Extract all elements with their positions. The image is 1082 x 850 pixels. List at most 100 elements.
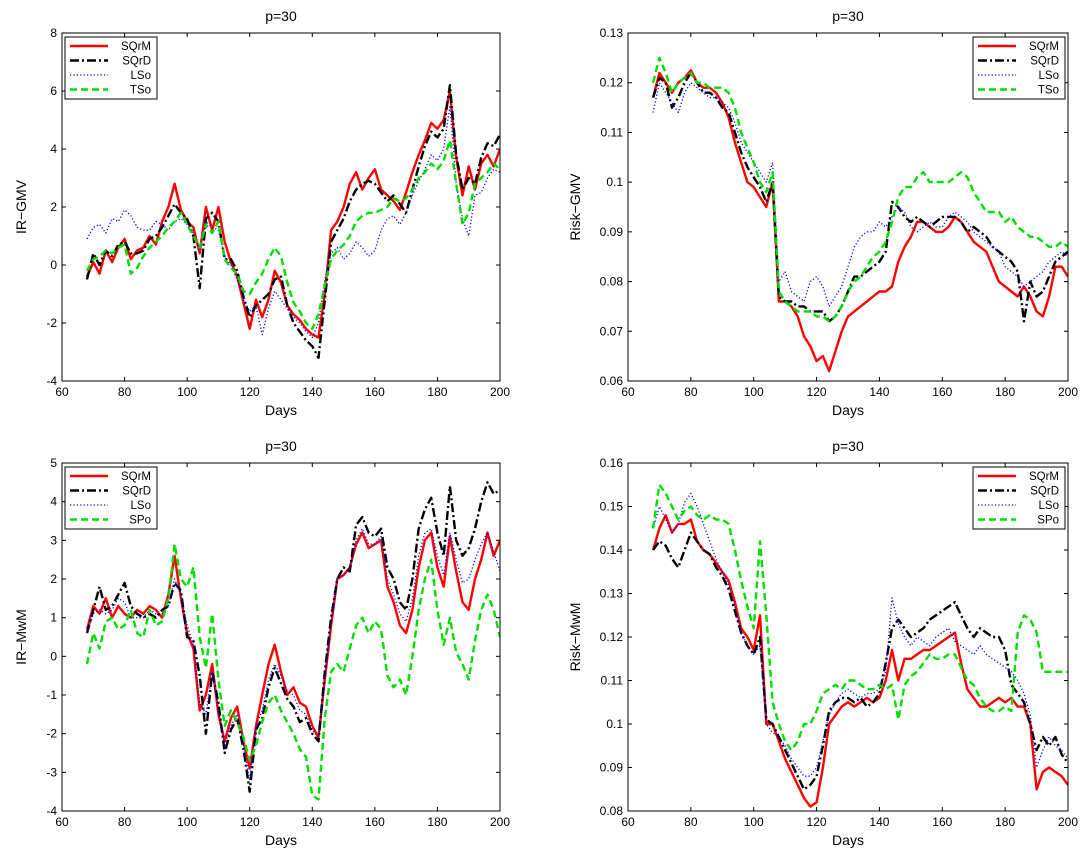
legend-label: LSo bbox=[1039, 70, 1059, 82]
legend-box bbox=[64, 36, 158, 100]
legend-label: SQrD bbox=[1030, 56, 1059, 68]
legend-box bbox=[972, 466, 1066, 530]
y-tick-label: 0.1 bbox=[606, 717, 623, 731]
series-line-sqrd bbox=[85, 83, 500, 359]
series-line-sqrd bbox=[85, 481, 500, 793]
x-axis-label: Days bbox=[265, 402, 297, 418]
y-tick-label: 8 bbox=[50, 26, 57, 40]
chart-title: p=30 bbox=[265, 438, 297, 454]
x-tick-label: 80 bbox=[684, 815, 698, 829]
chart-title: p=30 bbox=[265, 8, 297, 24]
series-line-sqrd bbox=[651, 71, 1068, 323]
chart-panel-2: 60 80 100 120 140 160 180 200 0.06 0.07 0.08 0.09 0.… bbox=[567, 8, 1078, 418]
plot-frame bbox=[61, 462, 501, 812]
y-tick-label: 0.12 bbox=[600, 76, 624, 90]
y-tick-label: 0.06 bbox=[600, 374, 624, 388]
x-tick-label: 60 bbox=[55, 815, 69, 829]
x-tick-label: 100 bbox=[744, 815, 764, 829]
x-axis-label: Days bbox=[832, 832, 864, 848]
chart-title: p=30 bbox=[832, 8, 864, 24]
chart-panel-1: 60 80 100 120 140 160 180 200 -4 -2 0 2 4 6 8 p=30 Days I… bbox=[13, 8, 510, 418]
series-line-spo bbox=[651, 483, 1068, 752]
legend-label: SQrM bbox=[121, 471, 151, 483]
y-axis-label: Risk−MwM bbox=[567, 603, 583, 672]
series-line-spo bbox=[85, 543, 500, 801]
series-line-lso bbox=[86, 528, 500, 781]
x-tick-label: 160 bbox=[932, 385, 952, 399]
legend-label: SQrD bbox=[122, 56, 151, 68]
x-axis-label: Days bbox=[832, 402, 864, 418]
x-tick-label: 180 bbox=[427, 385, 447, 399]
chart-panel-3: 60 80 100 120 140 160 180 200 -4 -3 -2 -1 0 1 2 3 4 5 p=30… bbox=[13, 438, 510, 848]
y-axis-label: IR−GMV bbox=[13, 179, 29, 234]
y-tick-label: 2 bbox=[50, 572, 57, 586]
x-tick-label: 140 bbox=[302, 815, 322, 829]
y-tick-label: 0 bbox=[50, 649, 57, 663]
plot-frame bbox=[627, 32, 1069, 382]
series-line-tso bbox=[651, 56, 1068, 323]
y-tick-label: 3 bbox=[50, 533, 57, 547]
y-tick-label: 0.09 bbox=[600, 225, 624, 239]
series-line-sqrm bbox=[85, 89, 500, 339]
legend-label: LSo bbox=[1039, 500, 1059, 512]
legend-label: SPo bbox=[129, 515, 151, 527]
x-tick-label: 100 bbox=[177, 385, 197, 399]
x-tick-label: 200 bbox=[490, 815, 510, 829]
y-tick-label: 1 bbox=[50, 611, 57, 625]
series-line-lso bbox=[652, 82, 1068, 308]
y-tick-label: 0.1 bbox=[606, 175, 623, 189]
x-tick-label: 140 bbox=[869, 385, 889, 399]
y-tick-label: 0.11 bbox=[601, 125, 624, 139]
legend: SQrM SQrD LSo TSo bbox=[972, 36, 1066, 100]
x-tick-label: 120 bbox=[807, 815, 827, 829]
y-tick-label: 4 bbox=[50, 495, 57, 509]
x-tick-label: 160 bbox=[365, 815, 385, 829]
x-tick-label: 120 bbox=[240, 815, 260, 829]
legend-label: SQrM bbox=[121, 41, 151, 53]
x-tick-label: 160 bbox=[365, 385, 385, 399]
x-tick-label: 160 bbox=[932, 815, 952, 829]
x-tick-label: 140 bbox=[302, 385, 322, 399]
x-tick-label: 60 bbox=[621, 815, 635, 829]
x-tick-label: 200 bbox=[490, 385, 510, 399]
y-tick-label: -1 bbox=[46, 688, 57, 702]
y-tick-label: 0.14 bbox=[600, 543, 624, 557]
legend: SQrM SQrD LSo SPo bbox=[64, 466, 158, 530]
x-tick-label: 140 bbox=[869, 815, 889, 829]
x-tick-label: 60 bbox=[55, 385, 69, 399]
legend: SQrM SQrD LSo TSo bbox=[64, 36, 158, 100]
legend-label: LSo bbox=[131, 500, 151, 512]
series-line-tso bbox=[85, 139, 500, 330]
legend-label: SQrD bbox=[122, 486, 151, 498]
legend: SQrM SQrD LSo SPo bbox=[972, 466, 1066, 530]
legend-label: SPo bbox=[1037, 515, 1059, 527]
y-tick-label: -3 bbox=[46, 765, 57, 779]
y-tick-label: 0.13 bbox=[600, 587, 624, 601]
y-tick-label: 0.11 bbox=[601, 674, 624, 688]
y-tick-label: 6 bbox=[50, 84, 57, 98]
x-tick-label: 180 bbox=[995, 385, 1015, 399]
chart-panel-4: 60 80 100 120 140 160 180 200 0.08 0.09 0.1 0.11 0.1… bbox=[567, 438, 1078, 848]
y-tick-label: 2 bbox=[50, 200, 57, 214]
x-tick-label: 180 bbox=[995, 815, 1015, 829]
y-tick-label: 0.08 bbox=[600, 804, 624, 818]
legend-label: TSo bbox=[1038, 85, 1059, 97]
y-tick-label: -2 bbox=[46, 727, 57, 741]
y-tick-label: 0.07 bbox=[600, 324, 624, 338]
y-tick-label: 0.15 bbox=[600, 500, 624, 514]
y-tick-label: 5 bbox=[50, 456, 57, 470]
y-tick-label: 4 bbox=[50, 142, 57, 156]
legend-label: SQrD bbox=[1030, 486, 1059, 498]
x-tick-label: 200 bbox=[1058, 385, 1078, 399]
x-tick-label: 100 bbox=[177, 815, 197, 829]
x-tick-label: 200 bbox=[1058, 815, 1078, 829]
y-tick-label: -2 bbox=[46, 316, 57, 330]
legend-label: TSo bbox=[130, 85, 151, 97]
chart-title: p=30 bbox=[832, 438, 864, 454]
legend-label: LSo bbox=[131, 70, 151, 82]
y-tick-label: 0 bbox=[50, 258, 57, 272]
series-line-lso bbox=[652, 492, 1068, 777]
x-tick-label: 180 bbox=[427, 815, 447, 829]
x-tick-label: 100 bbox=[744, 385, 764, 399]
